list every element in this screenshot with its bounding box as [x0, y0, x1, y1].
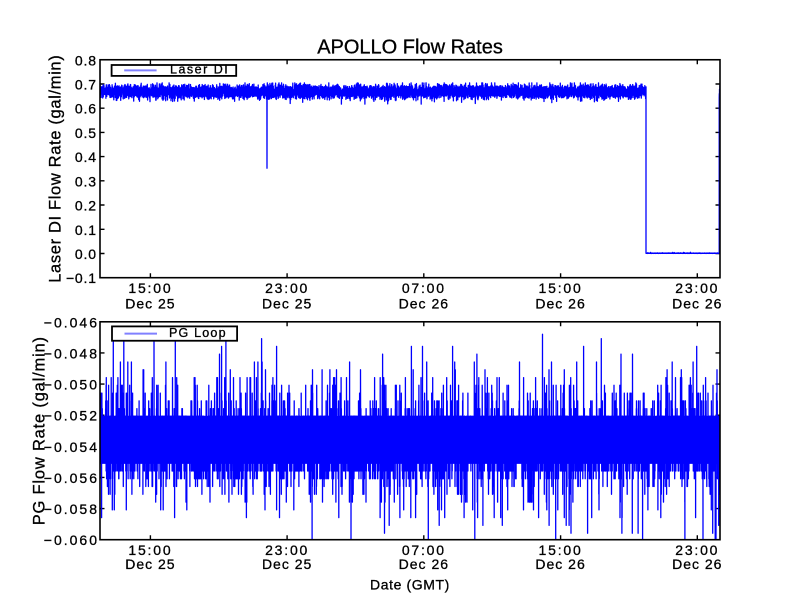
- svg-text:−0.054: −0.054: [44, 439, 99, 455]
- svg-text:−0.060: −0.060: [44, 532, 99, 548]
- svg-text:Dec 26: Dec 26: [535, 556, 585, 572]
- svg-text:07:00: 07:00: [402, 542, 446, 558]
- svg-text:07:00: 07:00: [402, 280, 446, 296]
- svg-text:−0.052: −0.052: [44, 408, 99, 424]
- svg-text:0.6: 0.6: [75, 101, 97, 117]
- svg-text:−0.048: −0.048: [44, 345, 99, 361]
- svg-text:−0.1: −0.1: [66, 270, 97, 286]
- svg-text:0.5: 0.5: [75, 125, 97, 141]
- svg-text:Dec 26: Dec 26: [672, 296, 722, 312]
- svg-text:−0.046: −0.046: [44, 314, 99, 330]
- svg-text:0.8: 0.8: [75, 52, 97, 68]
- svg-text:0.0: 0.0: [75, 246, 97, 262]
- svg-text:0.4: 0.4: [75, 149, 97, 165]
- svg-text:PG Loop: PG Loop: [169, 326, 227, 340]
- svg-text:23:00: 23:00: [675, 280, 719, 296]
- svg-text:Dec 26: Dec 26: [399, 296, 449, 312]
- svg-text:23:00: 23:00: [265, 542, 309, 558]
- svg-text:Dec 25: Dec 25: [125, 556, 175, 572]
- svg-text:−0.050: −0.050: [44, 377, 99, 393]
- svg-text:0.3: 0.3: [75, 173, 97, 189]
- svg-text:15:00: 15:00: [539, 542, 583, 558]
- svg-text:0.7: 0.7: [75, 76, 97, 92]
- svg-text:23:00: 23:00: [265, 280, 309, 296]
- svg-text:15:00: 15:00: [128, 542, 172, 558]
- svg-text:Dec 26: Dec 26: [535, 296, 585, 312]
- svg-text:Laser DI: Laser DI: [170, 62, 229, 76]
- svg-text:23:00: 23:00: [675, 542, 719, 558]
- svg-text:Dec 25: Dec 25: [262, 296, 312, 312]
- svg-text:15:00: 15:00: [539, 280, 583, 296]
- svg-text:0.2: 0.2: [75, 198, 97, 214]
- svg-text:Dec 25: Dec 25: [262, 556, 312, 572]
- svg-text:0.1: 0.1: [75, 222, 97, 238]
- svg-text:Dec 26: Dec 26: [672, 556, 722, 572]
- svg-text:−0.058: −0.058: [44, 501, 99, 517]
- svg-text:Date (GMT): Date (GMT): [370, 577, 450, 593]
- svg-text:−0.056: −0.056: [44, 470, 99, 486]
- svg-text:APOLLO Flow Rates: APOLLO Flow Rates: [317, 37, 503, 59]
- svg-text:15:00: 15:00: [128, 280, 172, 296]
- svg-text:Dec 26: Dec 26: [399, 556, 449, 572]
- svg-text:Dec 25: Dec 25: [125, 296, 175, 312]
- svg-text:PG Flow Rate (gal/min): PG Flow Rate (gal/min): [31, 336, 49, 525]
- svg-text:Laser DI Flow Rate (gal/min): Laser DI Flow Rate (gal/min): [47, 55, 65, 283]
